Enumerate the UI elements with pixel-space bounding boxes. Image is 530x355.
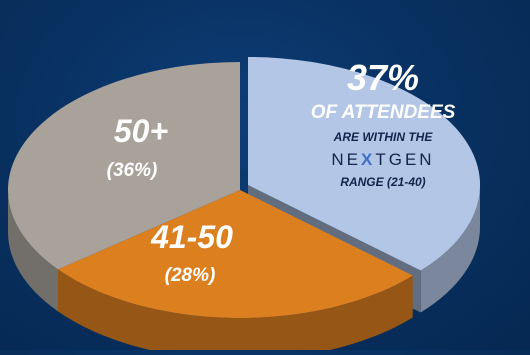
mid-range-title: 41-50 (150, 219, 233, 255)
nextgen-within-label: ARE WITHIN THE (333, 130, 434, 144)
pie-side-41-50-0 (58, 269, 413, 355)
pie-side-50+-0 (7, 190, 59, 312)
nextgen-label-group: 37% OF ATTENDEES ARE WITHIN THE NEXTGEN … (311, 57, 456, 189)
pie-tops (7, 56, 481, 319)
senior-range-title: 50+ (114, 113, 168, 149)
senior-label-group: 50+ (36%) (107, 113, 168, 181)
mid-range-percent: (28%) (165, 265, 216, 286)
pie-side-21-40-0 (420, 185, 480, 313)
senior-range-percent: (36%) (107, 160, 158, 181)
pie-slice-41-50 (58, 190, 413, 319)
nextgen-range-label: RANGE (21-40) (340, 175, 425, 189)
nextgen-attendees-label: OF ATTENDEES (311, 102, 456, 123)
nextgen-percent-label: 37% (347, 57, 419, 98)
mid-label-group: 41-50 (28%) (150, 219, 233, 286)
nextgen-brand-logo: NEXTGEN (331, 150, 434, 169)
pie-slice-50+ (7, 61, 240, 270)
pie-slice-21-40 (248, 56, 481, 271)
